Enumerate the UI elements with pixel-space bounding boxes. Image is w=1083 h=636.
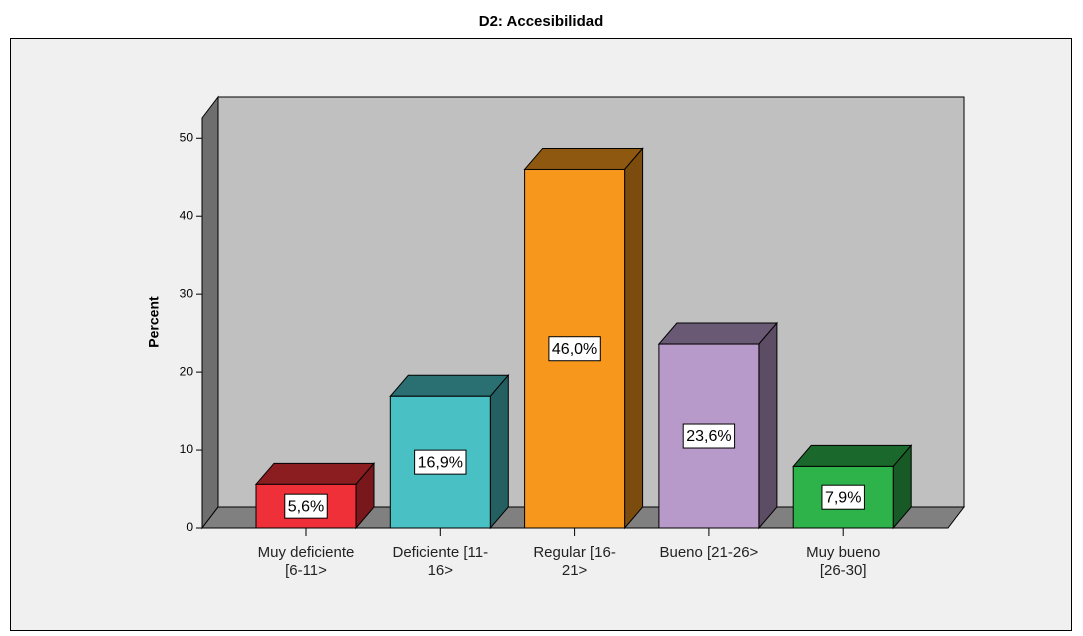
bar-side bbox=[624, 147, 644, 530]
value-label: 46,0% bbox=[552, 341, 597, 358]
value-label: 16,9% bbox=[418, 454, 463, 471]
y-tick-label: 0 bbox=[186, 520, 193, 534]
y-tick-label: 50 bbox=[180, 130, 194, 144]
value-label: 7,9% bbox=[825, 489, 861, 506]
x-tick-label: Muy deficiente [6-11> bbox=[257, 544, 355, 579]
bar-top bbox=[389, 374, 510, 397]
value-label-box bbox=[414, 449, 467, 475]
x-tick-label: Bueno [21-26> bbox=[659, 544, 759, 561]
value-label-box bbox=[821, 484, 865, 510]
bar-top bbox=[523, 147, 644, 170]
bar-top bbox=[657, 322, 778, 345]
y-tick-label: 20 bbox=[180, 364, 194, 378]
x-tick-label: Deficiente [11- 16> bbox=[392, 544, 489, 579]
y-tick-label: 40 bbox=[180, 208, 194, 222]
side-wall bbox=[201, 95, 219, 530]
x-tick-label: Muy bueno [26-30] bbox=[806, 544, 881, 579]
bar-top bbox=[792, 444, 913, 467]
value-label-box bbox=[284, 493, 328, 519]
chart-title: D2: Accesibilidad bbox=[479, 13, 603, 30]
value-label: 23,6% bbox=[686, 428, 731, 445]
bar-top bbox=[254, 462, 376, 485]
value-label: 5,6% bbox=[288, 498, 324, 515]
y-tick-label: 10 bbox=[180, 442, 194, 456]
y-axis-label: Percent bbox=[146, 296, 162, 348]
y-tick-label: 30 bbox=[180, 286, 194, 300]
bar-side bbox=[489, 373, 509, 530]
x-tick-label: Regular [16- 21> bbox=[533, 544, 616, 579]
value-label-box bbox=[548, 336, 601, 362]
bar-side bbox=[758, 321, 778, 530]
value-label-box bbox=[682, 423, 736, 449]
